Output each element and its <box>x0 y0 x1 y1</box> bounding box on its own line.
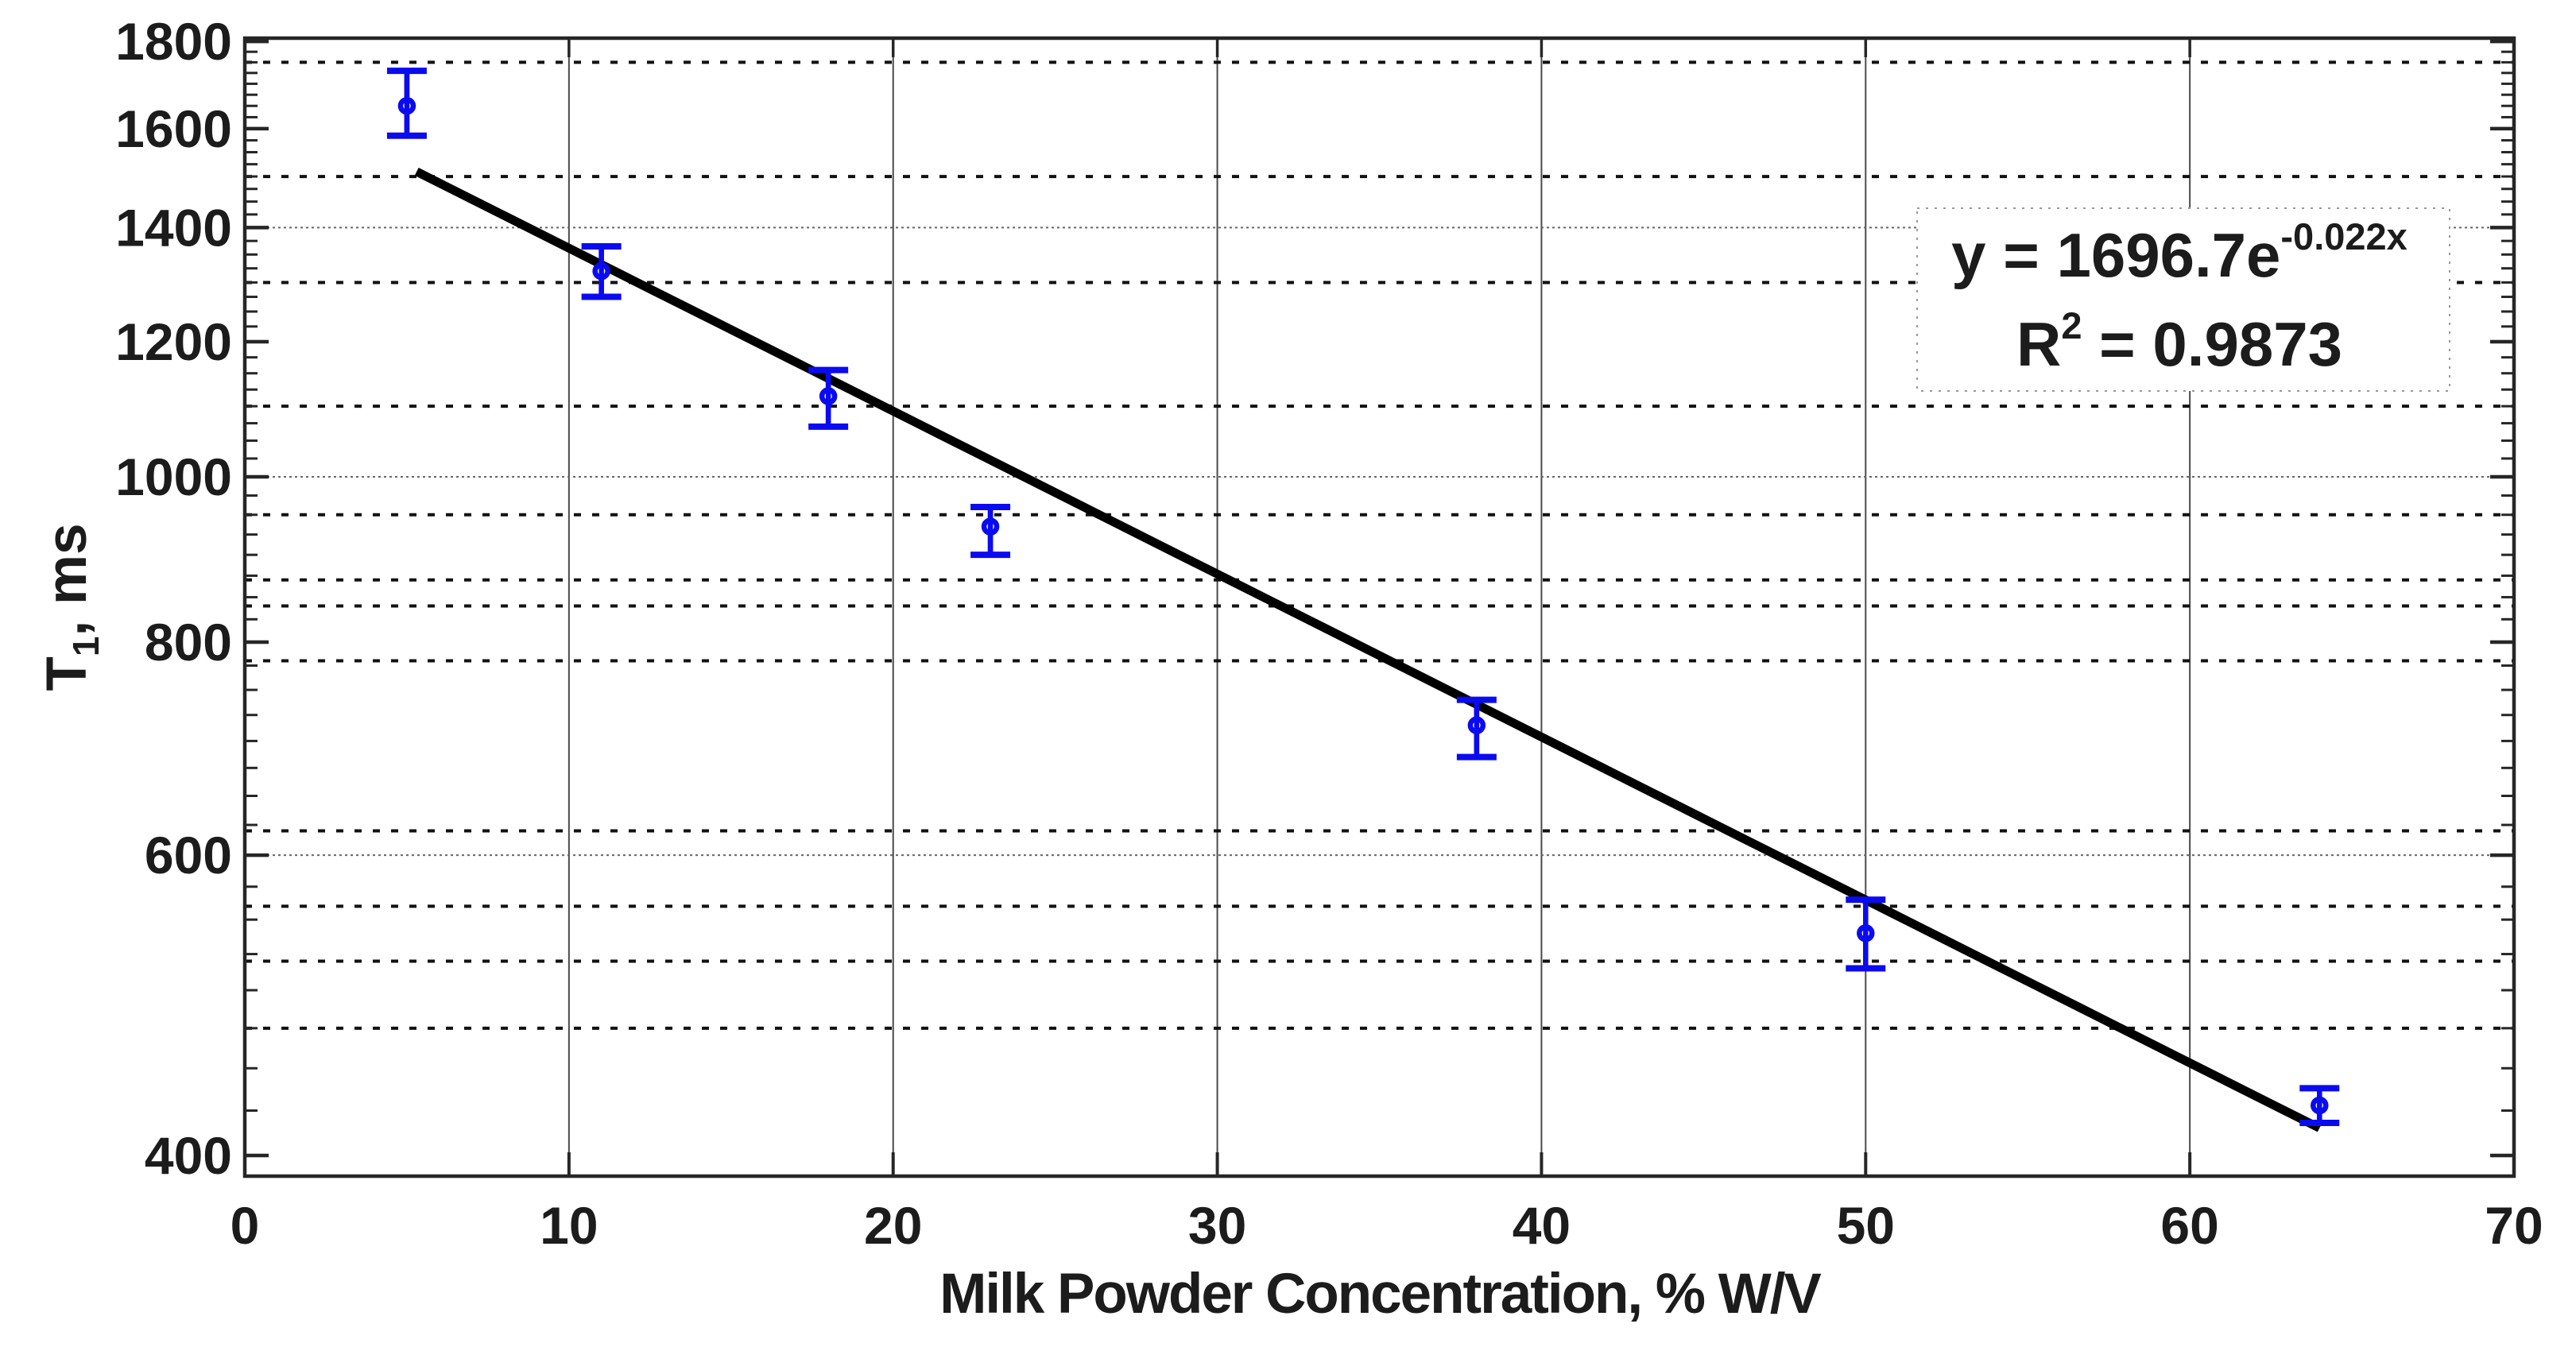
axes-layer <box>242 36 2516 1179</box>
y-tick-label: 1000 <box>115 447 232 506</box>
data-point-group <box>970 504 1011 559</box>
y-tick-label: 1200 <box>115 312 232 371</box>
y-tick-label: 1600 <box>115 99 232 158</box>
r-squared-text: R2 = 0.9873 <box>2016 304 2342 379</box>
titles-layer: Milk Powder Concentration, % W/V T1, ms <box>36 523 1823 1326</box>
x-tick-label: 70 <box>2485 1196 2543 1255</box>
y-tick-label: 1400 <box>115 198 232 257</box>
x-tick-label: 30 <box>1188 1196 1246 1255</box>
annotation-box-layer <box>1916 207 2450 392</box>
data-point-group <box>1456 696 1497 761</box>
equation-annotation-layer: y = 1696.7e-0.022x R2 = 0.9873 <box>1951 215 2407 379</box>
y-tick-label: 1800 <box>115 12 232 71</box>
x-tick-label: 0 <box>230 1196 260 1255</box>
exponential-fit-line <box>414 167 2322 1132</box>
y-tick-label: 400 <box>145 1126 232 1185</box>
data-point-group <box>1846 896 1886 972</box>
x-tick-label: 40 <box>1513 1196 1571 1255</box>
y-tick-label: 800 <box>145 613 232 672</box>
x-tick-label: 10 <box>540 1196 598 1255</box>
data-point-group <box>2299 1085 2340 1126</box>
y-axis-title: T1, ms <box>36 523 107 691</box>
data-points-layer <box>386 68 2340 1126</box>
y-tick-label: 600 <box>145 826 232 884</box>
x-tick-label: 60 <box>2160 1196 2218 1255</box>
x-tick-label: 20 <box>864 1196 922 1255</box>
equation-box <box>1916 207 2450 392</box>
x-tick-label: 50 <box>1837 1196 1895 1255</box>
x-axis-title: Milk Powder Concentration, % W/V <box>939 1263 1821 1326</box>
data-point-group <box>581 242 622 300</box>
fit-line-layer <box>414 167 2322 1132</box>
fit-equation-text: y = 1696.7e-0.022x <box>1951 215 2407 290</box>
data-point-group <box>808 366 849 430</box>
axis-labels-layer: 0 10 20 30 40 50 60 70 400 600 800 1000 1200 1400 1600… <box>115 12 2543 1255</box>
data-point-group <box>386 68 427 139</box>
